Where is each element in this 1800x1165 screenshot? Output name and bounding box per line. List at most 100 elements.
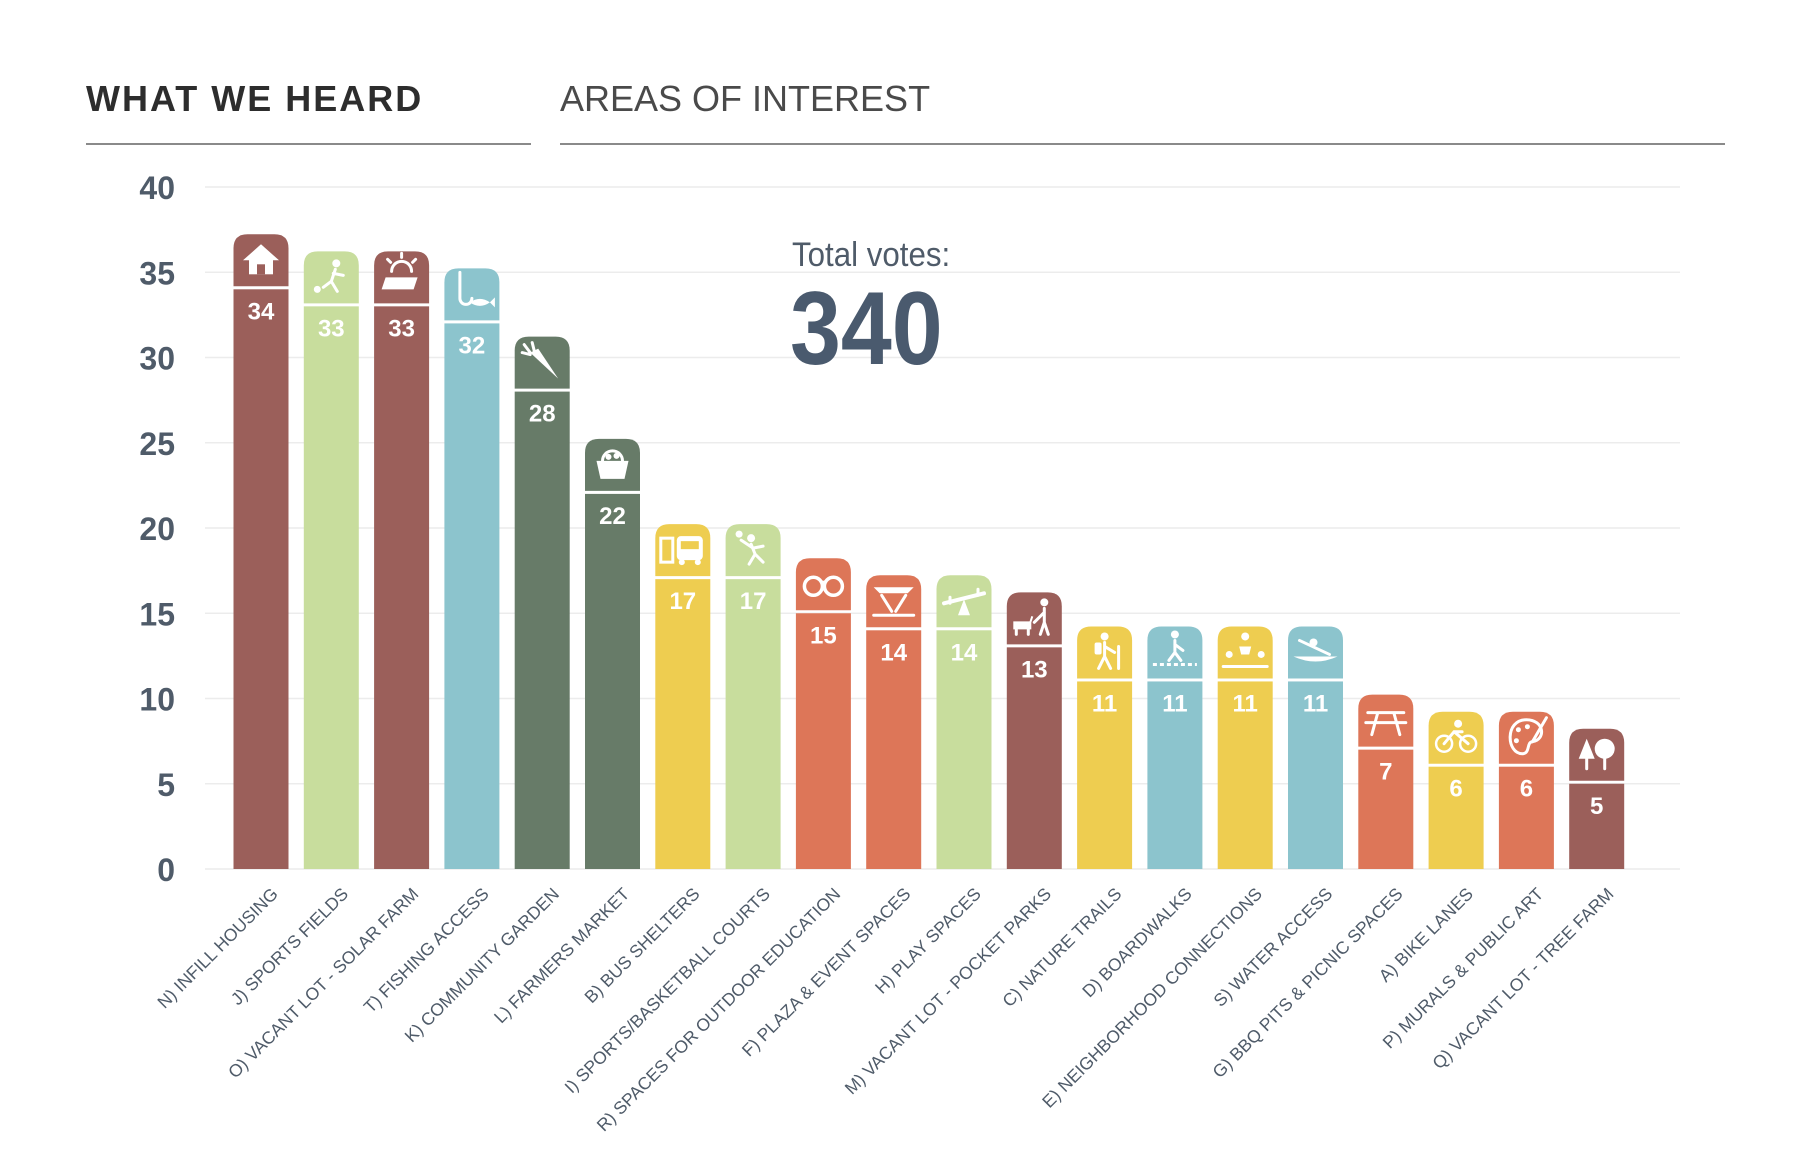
bar bbox=[1569, 783, 1625, 869]
bar-value-label: 34 bbox=[248, 298, 275, 325]
bar bbox=[1006, 647, 1062, 869]
bar-value-label: 17 bbox=[740, 588, 767, 615]
total-votes-value: 340 bbox=[790, 271, 943, 387]
header: WHAT WE HEARD AREAS OF INTEREST bbox=[0, 0, 1800, 150]
market-basket-icon bbox=[596, 449, 629, 479]
x-tick-label: N) INFILL HOUSING bbox=[153, 884, 282, 1013]
bar-value-label: 13 bbox=[1021, 656, 1048, 683]
basketball-player-icon bbox=[735, 530, 765, 566]
bar-value-label: 33 bbox=[318, 315, 345, 342]
bar-group: 17 bbox=[655, 524, 711, 869]
bar-value-label: 11 bbox=[1233, 690, 1258, 717]
y-tick-label: 15 bbox=[139, 596, 175, 632]
bar-group: 11 bbox=[1077, 626, 1133, 869]
bar-value-label: 11 bbox=[1092, 690, 1117, 717]
bar-group: 5 bbox=[1569, 728, 1625, 869]
bar bbox=[444, 323, 500, 869]
bar bbox=[795, 613, 851, 869]
x-tick-label: L) FARMERS MARKET bbox=[490, 883, 634, 1027]
bar bbox=[233, 289, 289, 869]
bar bbox=[866, 630, 922, 869]
chart-title-divider bbox=[560, 143, 1725, 145]
seesaw-icon bbox=[942, 587, 986, 616]
bar-group: 15 bbox=[795, 558, 851, 869]
bar bbox=[1358, 749, 1414, 869]
binoculars-icon bbox=[802, 575, 845, 597]
bar-value-label: 6 bbox=[1520, 776, 1533, 803]
section-title: WHAT WE HEARD bbox=[86, 78, 424, 119]
hiker-icon bbox=[1094, 632, 1121, 670]
kayak-icon bbox=[1293, 638, 1338, 662]
total-votes-label: Total votes: bbox=[792, 236, 951, 274]
bar bbox=[1217, 681, 1273, 869]
y-axis: 0 5 10 15 20 25 30 35 40 bbox=[139, 170, 175, 888]
bar bbox=[1428, 766, 1484, 869]
paint-palette-icon bbox=[1508, 716, 1548, 756]
bar-group: 28 bbox=[514, 336, 570, 869]
event-stage-icon bbox=[872, 587, 916, 617]
x-tick-label: S) WATER ACCESS bbox=[1209, 884, 1336, 1011]
bar bbox=[514, 391, 570, 869]
bar-value-label: 6 bbox=[1449, 776, 1462, 803]
bar-value-label: 17 bbox=[669, 588, 696, 615]
bar-value-label: 15 bbox=[810, 622, 837, 649]
dog-walker-icon bbox=[1013, 598, 1050, 636]
bar-group: 34 bbox=[233, 234, 289, 869]
bar-value-label: 32 bbox=[459, 332, 486, 359]
picnic-table-icon bbox=[1364, 711, 1408, 737]
y-tick-label: 0 bbox=[157, 852, 175, 888]
bar-value-label: 11 bbox=[1303, 690, 1328, 717]
bar bbox=[585, 493, 640, 869]
bar-group: 33 bbox=[374, 251, 430, 870]
soccer-player-icon bbox=[313, 259, 345, 293]
bar bbox=[1147, 681, 1203, 869]
bar-value-label: 14 bbox=[880, 639, 907, 666]
bar-value-label: 22 bbox=[599, 503, 626, 530]
bar-group: 11 bbox=[1217, 626, 1273, 869]
bar bbox=[655, 579, 711, 869]
bar-group: 33 bbox=[303, 251, 359, 870]
bar bbox=[303, 306, 359, 870]
y-tick-label: 25 bbox=[139, 426, 175, 462]
boardwalk-walker-icon bbox=[1152, 630, 1197, 666]
bar-value-label: 33 bbox=[388, 315, 415, 342]
bar-group: 22 bbox=[585, 438, 640, 869]
bar-group: 7 bbox=[1358, 694, 1414, 869]
bar-icon-cap bbox=[1288, 626, 1343, 679]
bicycle-icon bbox=[1434, 719, 1478, 753]
x-tick-label: C) NATURE TRAILS bbox=[998, 884, 1125, 1011]
x-tick-label: T) FISHING ACCESS bbox=[360, 884, 493, 1017]
bar-group: 11 bbox=[1288, 626, 1343, 869]
y-tick-label: 5 bbox=[157, 767, 175, 803]
bar-group: 13 bbox=[1006, 592, 1062, 869]
x-tick-label: B) BUS SHELTERS bbox=[580, 884, 703, 1007]
bar-icon-cap bbox=[1358, 694, 1414, 747]
bar-group: 32 bbox=[444, 268, 500, 869]
fishing-hook-icon bbox=[458, 270, 495, 308]
connection-people-icon bbox=[1221, 632, 1269, 668]
bar-icon-cap bbox=[866, 575, 922, 628]
section-title-divider bbox=[86, 143, 531, 145]
bar-value-label: 5 bbox=[1590, 793, 1603, 820]
solar-panel-icon bbox=[381, 251, 418, 290]
bar-group: 11 bbox=[1147, 626, 1203, 869]
bar-icon-cap bbox=[444, 268, 500, 321]
y-tick-label: 40 bbox=[139, 170, 175, 206]
y-tick-label: 20 bbox=[139, 511, 175, 547]
trees-icon bbox=[1578, 738, 1615, 771]
bar-group: 6 bbox=[1428, 711, 1484, 869]
bar bbox=[374, 306, 430, 870]
bars: 34 33 33 32 28 22 17 17 15 14 14 13 11 11 11 11 7 6 6 5 bbox=[233, 234, 1625, 870]
bar bbox=[725, 579, 781, 869]
bar-group: 14 bbox=[936, 575, 992, 869]
house-icon bbox=[243, 244, 279, 275]
x-tick-label: R) SPACES FOR OUTDOOR EDUCATION bbox=[593, 884, 845, 1136]
bar-value-label: 7 bbox=[1379, 759, 1392, 786]
y-tick-label: 30 bbox=[139, 341, 175, 377]
bar-group: 14 bbox=[866, 575, 922, 869]
chart-title: AREAS OF INTEREST bbox=[560, 78, 931, 119]
bar-value-label: 14 bbox=[951, 639, 978, 666]
y-tick-label: 10 bbox=[139, 682, 175, 718]
bar-value-label: 11 bbox=[1162, 690, 1187, 717]
